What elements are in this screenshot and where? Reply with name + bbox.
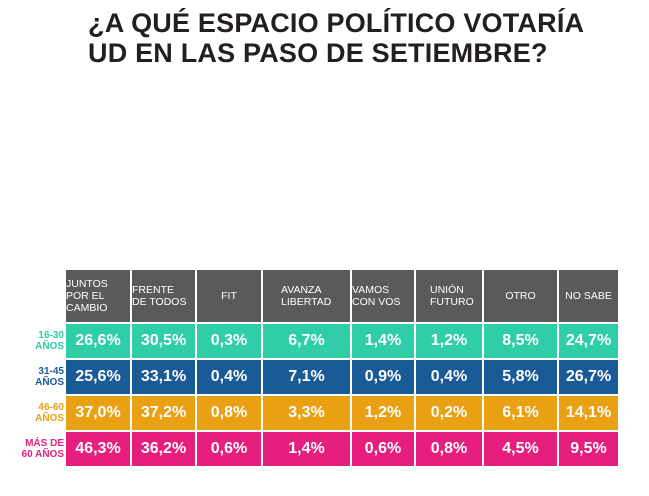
header-corner bbox=[2, 270, 64, 322]
header-line: OTRO bbox=[505, 290, 536, 302]
row-label-line: 31-45 bbox=[38, 366, 64, 377]
value-cell: 0,6% bbox=[197, 432, 261, 466]
value-cell: 46,3% bbox=[66, 432, 130, 466]
row-46-60: 46-60 AÑOS 37,0% 37,2% 0,8% 3,3% 1,2% 0,… bbox=[2, 396, 618, 430]
header-line: FUTURO bbox=[430, 296, 474, 308]
value-cell: 25,6% bbox=[66, 360, 130, 394]
header-line: LIBERTAD bbox=[281, 296, 332, 308]
header-line: UNIÓN bbox=[430, 284, 464, 296]
header-line: VAMOS bbox=[352, 284, 390, 296]
row-31-45: 31-45 AÑOS 25,6% 33,1% 0,4% 7,1% 0,9% 0,… bbox=[2, 360, 618, 394]
value-cell: 37,0% bbox=[66, 396, 130, 430]
header-line: POR EL bbox=[66, 290, 105, 302]
value-cell: 0,8% bbox=[416, 432, 482, 466]
value-cell: 4,5% bbox=[484, 432, 557, 466]
row-60-plus: MÁS DE 60 AÑOS 46,3% 36,2% 0,6% 1,4% 0,6… bbox=[2, 432, 618, 466]
header-otro: OTRO bbox=[484, 270, 557, 322]
row-label-60-plus: MÁS DE 60 AÑOS bbox=[2, 432, 64, 466]
header-avanza-libertad: AVANZA LIBERTAD bbox=[263, 270, 350, 322]
header-line: CON VOS bbox=[352, 296, 401, 308]
value-cell: 24,7% bbox=[559, 324, 618, 358]
chart-title-line-1: ¿A QUÉ ESPACIO POLÍTICO VOTARÍA bbox=[88, 8, 585, 38]
row-label-line: 46-60 bbox=[38, 402, 64, 413]
value-cell: 30,5% bbox=[132, 324, 195, 358]
value-cell: 6,7% bbox=[263, 324, 350, 358]
value-cell: 1,2% bbox=[352, 396, 414, 430]
value-cell: 8,5% bbox=[484, 324, 557, 358]
row-label-line: MÁS DE bbox=[25, 438, 64, 449]
value-cell: 26,7% bbox=[559, 360, 618, 394]
row-label-31-45: 31-45 AÑOS bbox=[2, 360, 64, 394]
value-cell: 1,2% bbox=[416, 324, 482, 358]
header-frente-de-todos: FRENTE DE TODOS bbox=[132, 270, 195, 322]
value-cell: 9,5% bbox=[559, 432, 618, 466]
row-label-line: AÑOS bbox=[35, 377, 64, 388]
header-no-sabe: NO SABE bbox=[559, 270, 618, 322]
value-cell: 1,4% bbox=[263, 432, 350, 466]
row-label-line: AÑOS bbox=[35, 341, 64, 352]
value-cell: 5,8% bbox=[484, 360, 557, 394]
value-cell: 0,6% bbox=[352, 432, 414, 466]
header-line: NO SABE bbox=[565, 290, 612, 302]
header-line: CAMBIO bbox=[66, 302, 108, 314]
value-cell: 0,4% bbox=[197, 360, 261, 394]
chart-title-line-2: UD EN LAS PASO DE SETIEMBRE? bbox=[88, 38, 548, 68]
header-line: FIT bbox=[221, 290, 237, 302]
row-label-line: 60 AÑOS bbox=[21, 449, 64, 460]
value-cell: 37,2% bbox=[132, 396, 195, 430]
header-row: JUNTOS POR EL CAMBIO FRENTE DE TODOS FIT… bbox=[2, 270, 618, 322]
row-label-46-60: 46-60 AÑOS bbox=[2, 396, 64, 430]
header-line: JUNTOS bbox=[66, 278, 108, 290]
row-16-30: 16-30 AÑOS 26,6% 30,5% 0,3% 6,7% 1,4% 1,… bbox=[2, 324, 618, 358]
value-cell: 7,1% bbox=[263, 360, 350, 394]
results-table: JUNTOS POR EL CAMBIO FRENTE DE TODOS FIT… bbox=[0, 268, 620, 468]
value-cell: 14,1% bbox=[559, 396, 618, 430]
value-cell: 26,6% bbox=[66, 324, 130, 358]
header-juntos-por-el-cambio: JUNTOS POR EL CAMBIO bbox=[66, 270, 130, 322]
value-cell: 6,1% bbox=[484, 396, 557, 430]
value-cell: 0,3% bbox=[197, 324, 261, 358]
row-label-line: 16-30 bbox=[38, 330, 64, 341]
header-line: AVANZA bbox=[281, 284, 322, 296]
header-fit: FIT bbox=[197, 270, 261, 322]
value-cell: 0,2% bbox=[416, 396, 482, 430]
value-cell: 0,9% bbox=[352, 360, 414, 394]
value-cell: 36,2% bbox=[132, 432, 195, 466]
value-cell: 3,3% bbox=[263, 396, 350, 430]
value-cell: 0,4% bbox=[416, 360, 482, 394]
value-cell: 33,1% bbox=[132, 360, 195, 394]
chart-title: ¿A QUÉ ESPACIO POLÍTICO VOTARÍA UD EN LA… bbox=[88, 8, 638, 68]
header-line: FRENTE bbox=[132, 284, 174, 296]
header-union-futuro: UNIÓN FUTURO bbox=[416, 270, 482, 322]
header-vamos-con-vos: VAMOS CON VOS bbox=[352, 270, 414, 322]
row-label-line: AÑOS bbox=[35, 413, 64, 424]
row-label-16-30: 16-30 AÑOS bbox=[2, 324, 64, 358]
header-line: DE TODOS bbox=[132, 296, 187, 308]
value-cell: 1,4% bbox=[352, 324, 414, 358]
value-cell: 0,8% bbox=[197, 396, 261, 430]
